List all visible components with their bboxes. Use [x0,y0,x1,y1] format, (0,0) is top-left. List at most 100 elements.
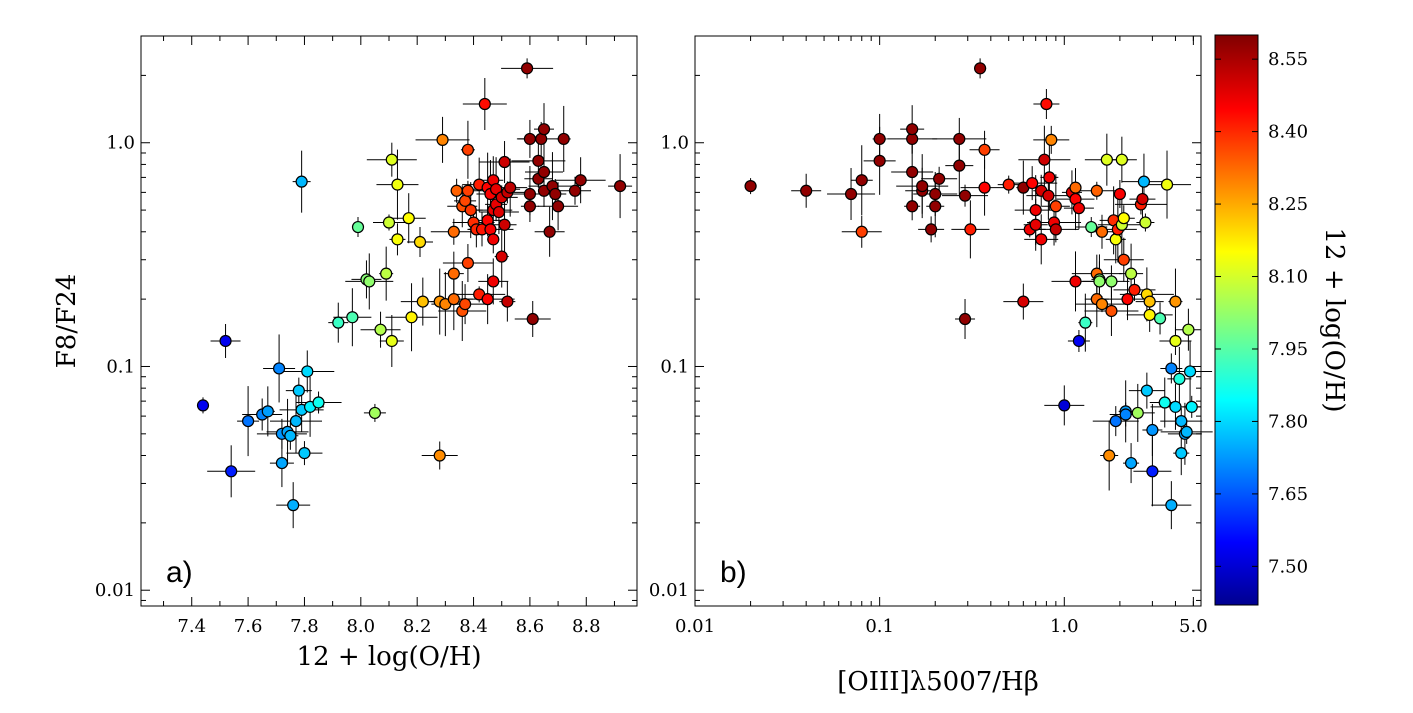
data-point [532,154,545,167]
data-point [447,267,460,280]
data-point [1103,449,1116,462]
data-point [405,311,418,324]
data-point [380,267,393,280]
data-point [953,159,966,172]
data-point [1175,447,1188,460]
data-point [1119,408,1132,421]
data-point [1169,295,1182,308]
data-point [461,143,475,156]
data-point [1093,275,1106,288]
data-point [929,187,942,201]
data-point [574,174,587,187]
panel-a-label: a) [166,556,193,589]
panel-a-frame [140,35,638,607]
panel-a-points [196,62,627,512]
data-point [1117,253,1130,266]
y-axis-label: F8/F24 [52,274,82,368]
x-tick-label: 8.8 [572,616,601,637]
colorbar: 8.55 8.40 8.25 8.10 7.95 7.80 7.65 7.50 12 + lo… [1214,34,1349,606]
data-point [1035,233,1048,246]
data-point [1095,225,1109,238]
data-point [1017,295,1030,308]
data-point [346,311,359,324]
data-point [225,465,238,478]
data-point [461,256,475,270]
data-point [568,184,582,197]
data-point [447,225,460,238]
data-point [1105,275,1118,288]
data-point [1042,189,1055,202]
data-point [1175,414,1188,428]
panel-b-points [744,62,1198,512]
data-point [1058,399,1071,412]
data-point [504,181,517,194]
colorbar-tick-label: 7.50 [1268,556,1308,577]
data-point [978,181,991,194]
data-point [523,200,537,213]
data-point [1072,202,1086,215]
data-point [1160,178,1174,191]
data-point [1090,184,1103,197]
data-point [298,447,311,460]
colorbar-tick-label: 7.95 [1268,339,1308,360]
data-point [1137,175,1151,188]
data-point [385,334,398,348]
data-point [487,233,500,246]
data-point [1002,178,1015,191]
data-point [1183,365,1197,378]
colorbar-tick-label: 8.25 [1268,194,1308,215]
data-point [1029,218,1042,231]
data-point [1169,334,1182,348]
data-point [1026,177,1039,190]
data-point [1117,212,1130,225]
data-point [958,189,972,202]
data-point [498,218,511,231]
data-point [1146,465,1159,478]
data-point [526,312,539,326]
data-point [292,384,305,397]
y-tick-label: 0.1 [660,356,689,377]
data-point [196,399,210,412]
colorbar-gradient [1214,34,1259,606]
data-point [1128,283,1141,296]
data-point [402,212,415,225]
data-point [1131,406,1144,420]
data-point [487,275,500,288]
data-point [461,184,475,197]
data-point [478,97,491,111]
y-tick-label: 0.1 [106,356,135,377]
x-tick-label: 8.0 [346,616,375,637]
data-point [974,62,987,75]
x-tick-label: 8.2 [403,616,432,637]
colorbar-tick-label: 7.80 [1268,411,1308,432]
panel-b-xlabel: [OIII]λ5007/Hβ [837,667,1039,697]
x-tick-label: 8.6 [516,616,545,637]
data-point [1049,200,1062,213]
data-point [953,132,966,146]
data-point [933,172,946,185]
data-point [1124,267,1138,280]
data-point [1143,295,1156,308]
x-tick-label: 7.4 [177,616,206,637]
panel-b: 0.01 0.1 1.0 0.01 0.1 1.0 5.0 b) [OIII]λ5007/H… [649,35,1213,697]
data-point [295,175,308,188]
data-point [978,143,991,156]
data-point [1105,304,1118,318]
data-point [873,154,886,167]
data-point [906,200,919,213]
data-point [551,200,565,213]
y-tick-label: 1.0 [106,133,135,154]
colorbar-label: 12 + log(O/H) [1319,227,1349,412]
data-point [1029,203,1042,217]
data-point [855,225,868,238]
data-point [374,323,387,336]
data-point [523,187,537,201]
data-point [906,165,919,179]
data-point [501,295,514,308]
data-point [1169,400,1182,413]
x-tick-label: 7.8 [290,616,319,637]
data-point [1072,334,1086,348]
data-point [1124,456,1138,470]
colorbar-tick-label: 7.65 [1268,484,1308,505]
